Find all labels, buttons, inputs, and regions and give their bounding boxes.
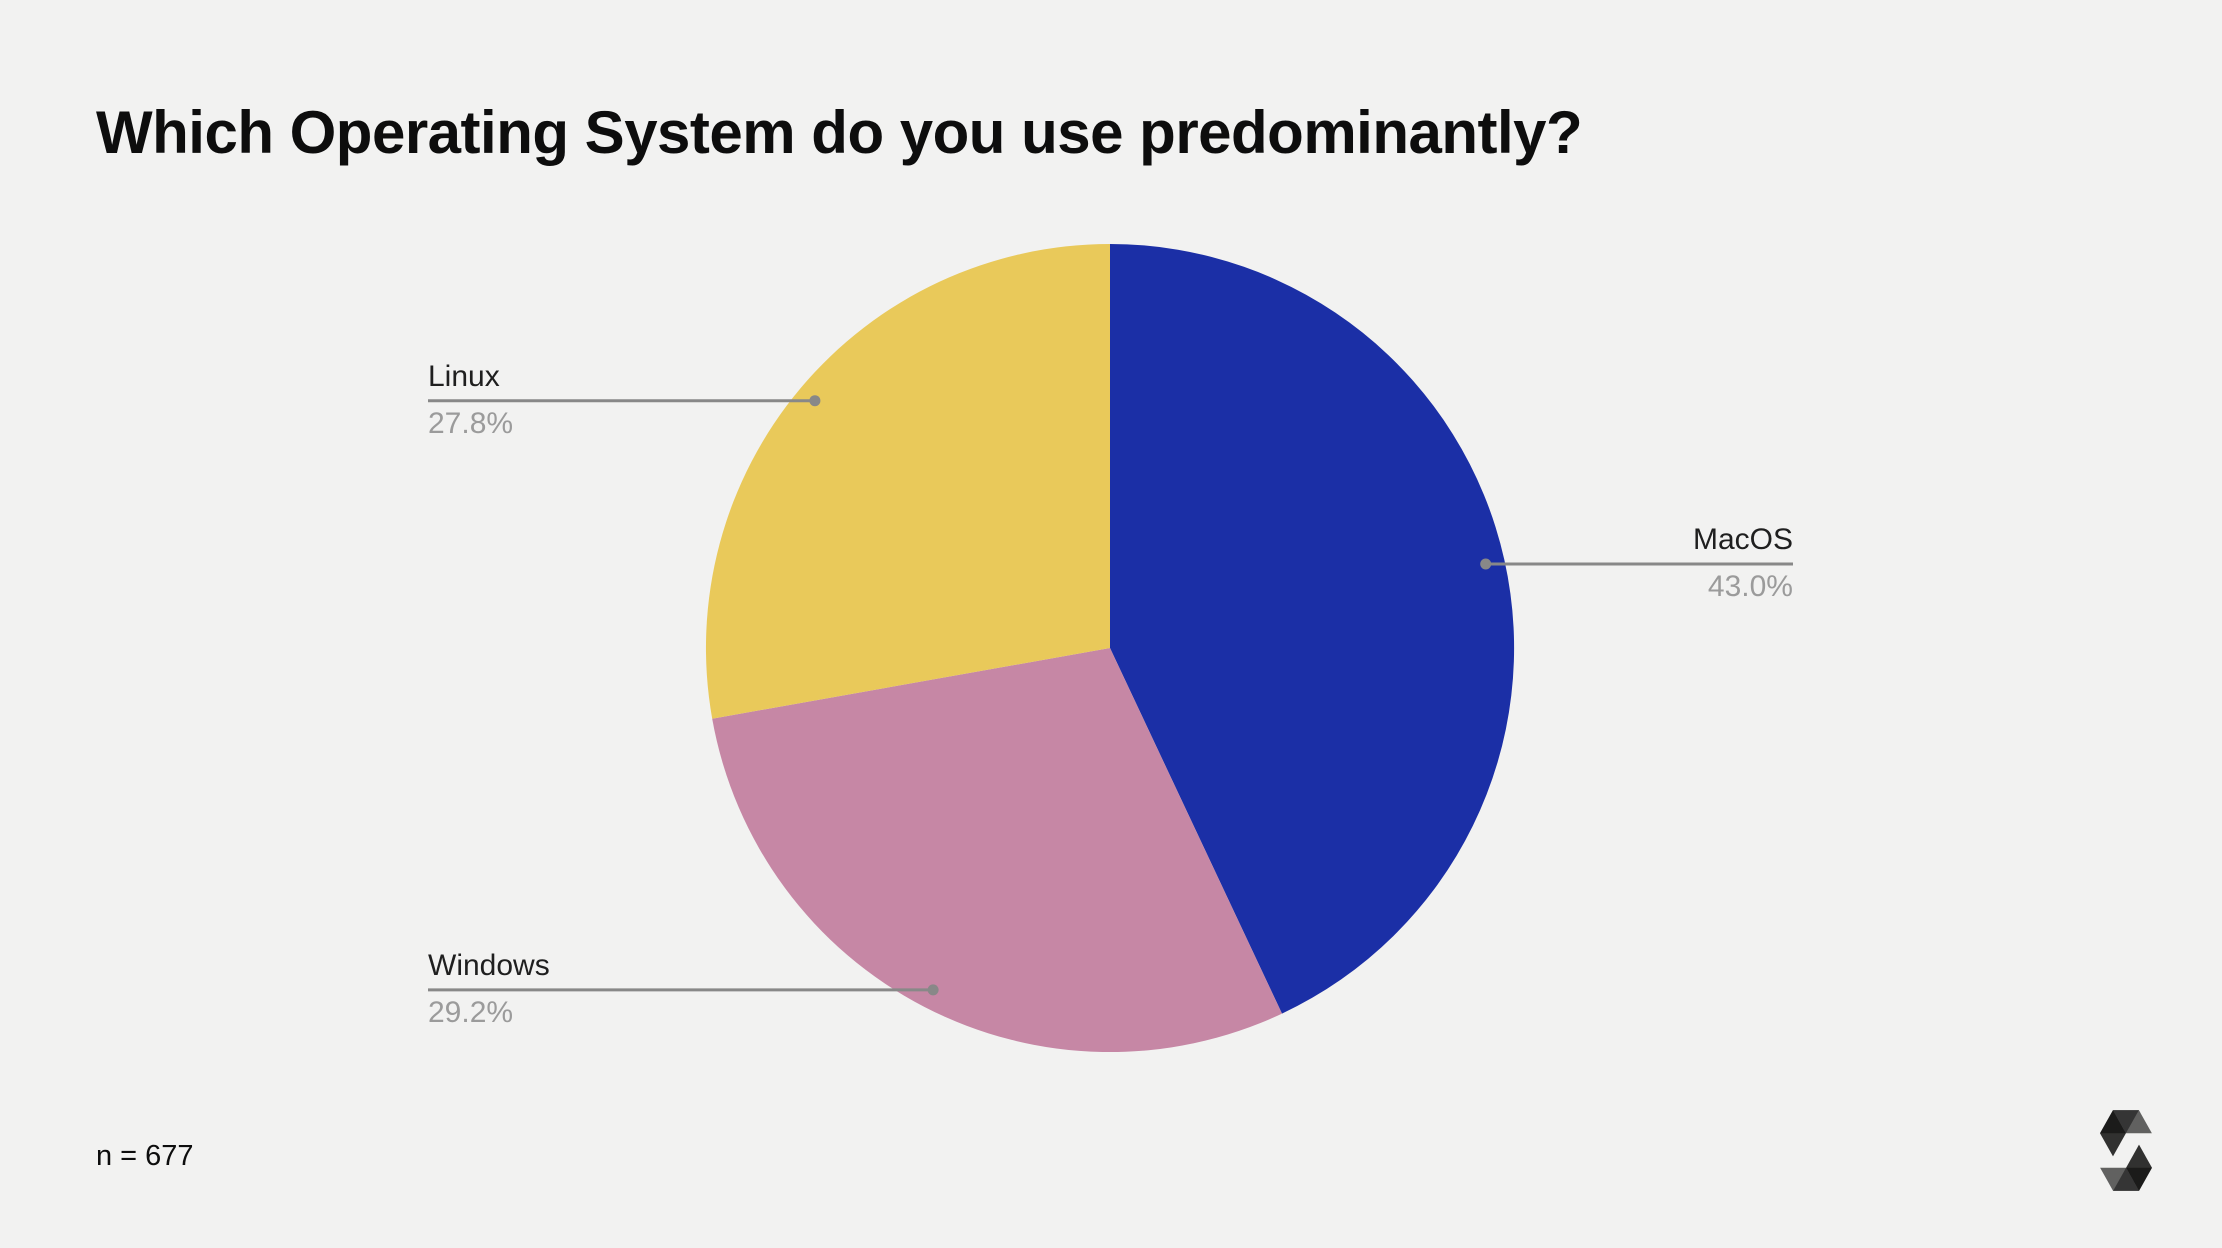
chart-title: Which Operating System do you use predom… [96, 99, 1583, 166]
sample-size-note: n = 677 [96, 1140, 194, 1172]
pie-slice-windows [712, 648, 1282, 1053]
slice-pct-macos: 43.0% [1707, 570, 1793, 603]
leader-dot-windows [927, 984, 939, 996]
slice-name-macos: MacOS [1692, 523, 1793, 556]
solidity-logo-icon [2100, 1110, 2152, 1191]
slice-label-2: Linux 27.8% [428, 360, 848, 441]
slice-label-1: Windows 29.2% [428, 949, 848, 1030]
pie-slice-macos [1110, 244, 1515, 1014]
slice-label-0: MacOS 43.0% [1373, 523, 1793, 604]
slice-pct-windows: 29.2% [428, 995, 514, 1029]
solidity-logo [2100, 1110, 2152, 1191]
leader-dot-linux [809, 395, 821, 407]
slice-name-windows: Windows [428, 948, 550, 982]
slice-name-linux: Linux [428, 359, 500, 393]
slice-pct-linux: 27.8% [428, 406, 514, 440]
pie-slice-linux [705, 244, 1110, 719]
leader-dot-macos [1480, 558, 1492, 570]
